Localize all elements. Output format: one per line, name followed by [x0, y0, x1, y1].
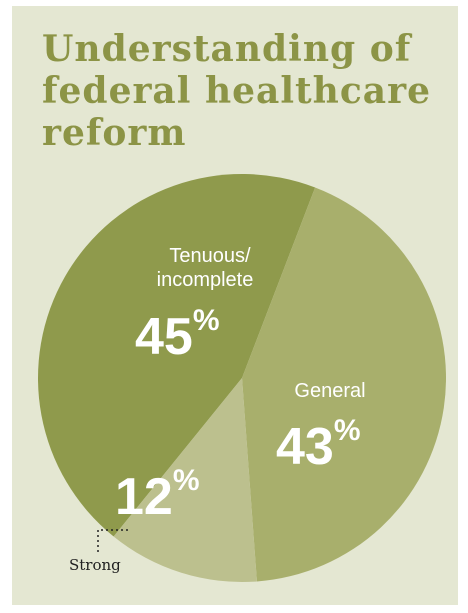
slice-label-tenuous-line1: Tenuous/: [169, 245, 251, 267]
slice-value-strong-number: 12: [115, 468, 173, 526]
slice-value-tenuous-sign: %: [193, 304, 220, 337]
slice-label-general: General: [294, 380, 365, 402]
slice-value-general: 43%: [276, 414, 361, 476]
slice-label-tenuous-line2: incomplete: [157, 269, 254, 291]
pie-slice-strong: [113, 378, 257, 582]
chart-title: Understanding of federal healthcare refo…: [42, 28, 431, 154]
slice-value-strong: 12%: [115, 464, 200, 526]
slice-value-general-sign: %: [334, 414, 361, 447]
pie-slice-general: [242, 187, 447, 582]
pie-slice-tenuous: [38, 174, 316, 537]
slice-value-tenuous: 45%: [135, 304, 220, 366]
strong-leader-line: [97, 529, 128, 552]
slice-value-tenuous-number: 45: [135, 308, 193, 366]
slice-value-strong-sign: %: [173, 464, 200, 497]
slice-label-strong: Strong: [69, 556, 121, 574]
slice-value-general-number: 43: [276, 418, 334, 476]
